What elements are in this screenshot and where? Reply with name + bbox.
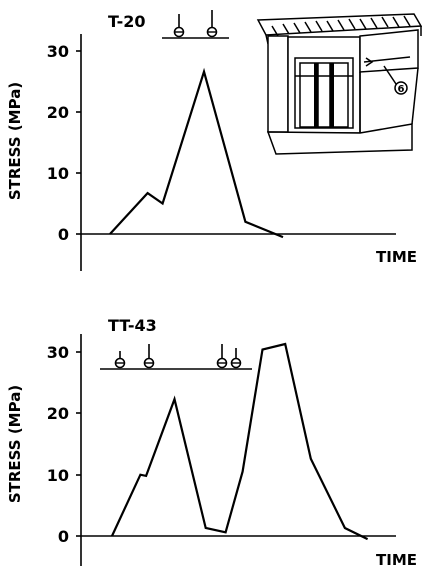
- x-axis-title: TIME: [376, 551, 417, 569]
- y-tick-label-20: 20: [47, 103, 69, 122]
- load-marker-2: [143, 344, 155, 369]
- y-tick-label-30: 30: [47, 343, 69, 362]
- load-marker-4: [230, 348, 242, 369]
- y-tick-label-20: 20: [47, 404, 69, 423]
- inset-callout-circle: [394, 81, 408, 95]
- y-tick-label-0: 0: [58, 225, 69, 244]
- chart-t20: 30 20 10 0 STRESS (MPa) TIME T-20: [6, 10, 417, 271]
- stress-series-line: [111, 342, 369, 541]
- y-tick-label-0: 0: [58, 527, 69, 546]
- chart-tt43: 30 20 10 0 STRESS (MPa) TIME TT-43: [6, 316, 417, 569]
- building-facade-icon: 6: [256, 13, 422, 155]
- stress-series-line: [109, 67, 284, 239]
- y-axis-title: STRESS (MPa): [6, 82, 24, 200]
- inset-callout-line: [383, 65, 397, 85]
- chart-label: TT-43: [108, 316, 157, 335]
- chart-label: T-20: [108, 12, 145, 31]
- series-group: [109, 67, 284, 239]
- inset-callout-label: 6: [398, 84, 405, 95]
- load-marker-1: [173, 14, 185, 38]
- load-marker-1: [114, 351, 126, 369]
- y-tick-label-10: 10: [47, 164, 69, 183]
- x-axis-title: TIME: [376, 248, 417, 266]
- series-group: [111, 342, 369, 541]
- y-axis-title: STRESS (MPa): [6, 385, 24, 503]
- y-tick-label-10: 10: [47, 466, 69, 485]
- load-marker-2: [206, 10, 218, 38]
- y-tick-label-30: 30: [47, 42, 69, 61]
- load-marker-3: [216, 344, 228, 369]
